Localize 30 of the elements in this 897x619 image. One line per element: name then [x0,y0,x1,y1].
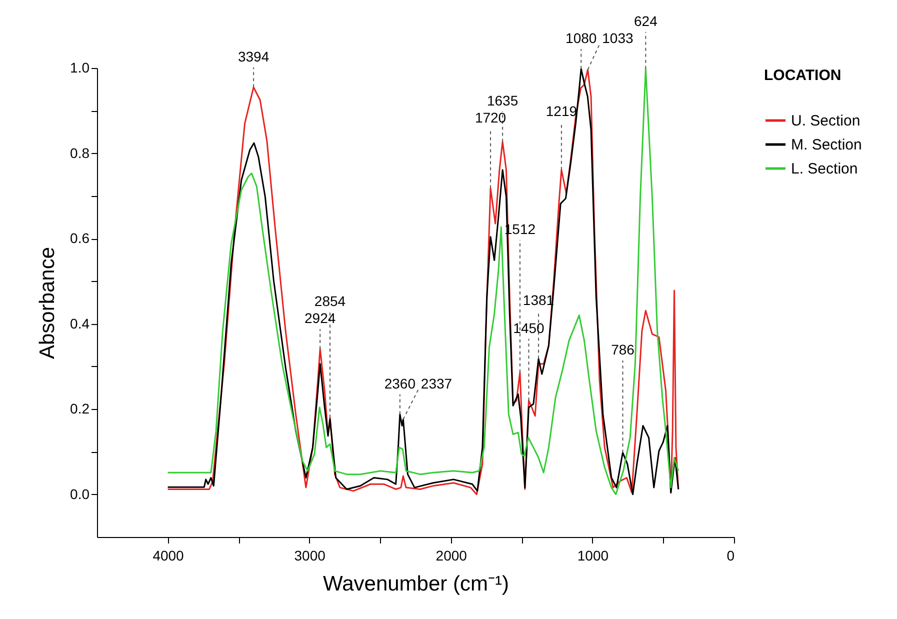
annotation: 1720 [474,109,506,126]
annotation: 2924 [304,310,336,326]
annotation: 1219 [546,103,578,120]
legend-label: U. Section [791,112,860,130]
y-tick-label: 0.4 [70,315,90,332]
x-tick-label: 1000 [577,548,609,564]
y-axis-title: Absorbance [36,246,60,360]
annotation: 2337 [420,375,452,392]
x-tick-label: 0 [726,548,735,564]
legend-label: M. Section [791,136,862,154]
x-tick-label: 4000 [152,548,184,564]
y-tick-label: 0.6 [70,230,90,246]
x-tick-label: 3000 [294,548,326,564]
x-tick-label: 2000 [436,548,468,564]
y-tick-label: 1.0 [70,60,90,76]
annotation: 3394 [238,48,270,64]
x-axis-title: Wavenumber (cm⁻¹) [323,572,509,596]
annotation: 624 [634,13,658,30]
annotation: 786 [611,341,635,358]
legend-label: L. Section [791,160,858,178]
annotation: 2360 [384,375,416,392]
annotation: 1080 [566,30,597,46]
y-tick-label: 0.8 [70,144,90,161]
annotation: 1635 [486,92,518,108]
legend-title: LOCATION [764,67,842,84]
annotation: 1033 [602,30,634,46]
annotation: 1450 [513,320,545,336]
annotation: 2854 [314,293,346,310]
y-tick-label: 0.2 [70,400,90,417]
y-tick-label: 0.0 [70,486,90,502]
